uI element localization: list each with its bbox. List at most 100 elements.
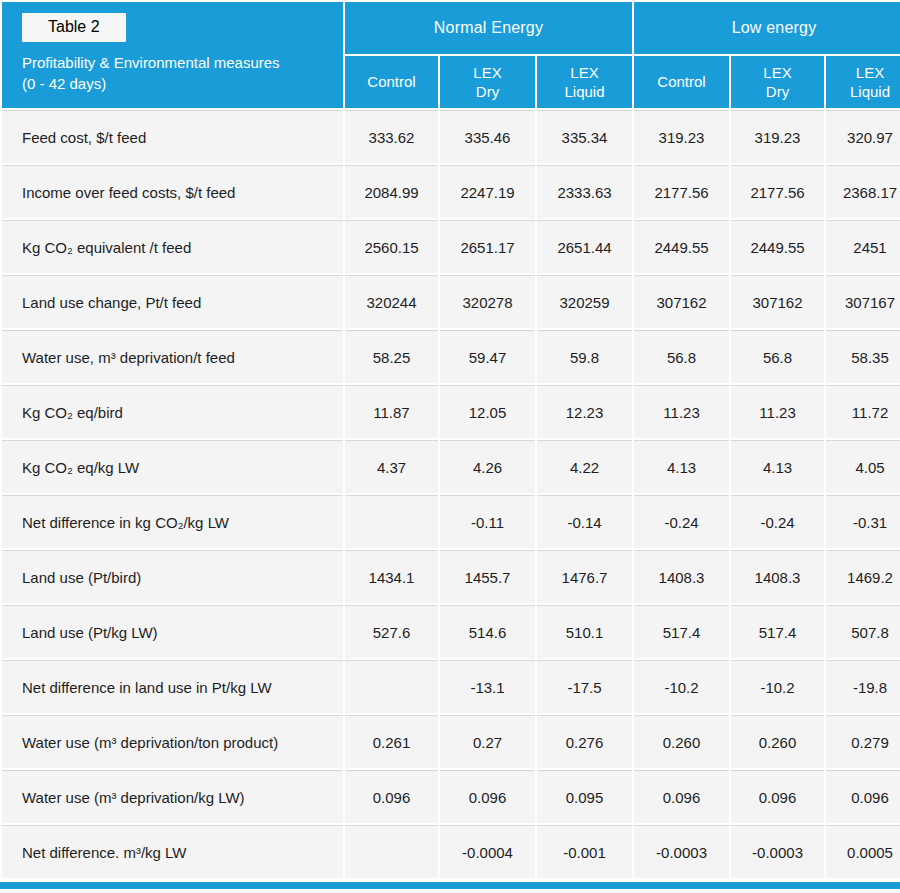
table-row: Net difference. m³/kg LW -0.0004 -0.001 … <box>2 825 900 878</box>
value-cell: 0.27 <box>440 715 535 768</box>
value-cell: 0.260 <box>634 715 729 768</box>
value-cell: 1408.3 <box>634 550 729 603</box>
value-cell: 335.34 <box>537 110 632 163</box>
row-label: Net difference. m³/kg LW <box>2 825 343 878</box>
value-cell: 319.23 <box>634 110 729 163</box>
table-row: Feed cost, $/t feed 333.62 335.46 335.34… <box>2 110 900 163</box>
value-cell: 58.25 <box>345 330 438 383</box>
value-cell: 59.47 <box>440 330 535 383</box>
row-label: Water use (m³ deprivation/kg LW) <box>2 770 343 823</box>
value-cell: 1408.3 <box>731 550 824 603</box>
column-header-low-lex-dry: LEX Dry <box>731 56 824 108</box>
table-row: Land use (Pt/bird) 1434.1 1455.7 1476.7 … <box>2 550 900 603</box>
value-cell: 307167 <box>826 275 900 328</box>
value-cell: 2177.56 <box>634 165 729 218</box>
value-cell: 56.8 <box>731 330 824 383</box>
value-cell <box>345 825 438 878</box>
value-cell: 2333.63 <box>537 165 632 218</box>
value-cell: 4.37 <box>345 440 438 493</box>
row-label: Income over feed costs, $/t feed <box>2 165 343 218</box>
group-header-low-energy: Low energy <box>634 2 900 54</box>
row-label: Kg CO₂ equivalent /t feed <box>2 220 343 273</box>
table-row: Kg CO₂ eq/kg LW 4.37 4.26 4.22 4.13 4.13… <box>2 440 900 493</box>
value-cell: 2368.17 <box>826 165 900 218</box>
value-cell: 510.1 <box>537 605 632 658</box>
value-cell: 320278 <box>440 275 535 328</box>
value-cell: 507.8 <box>826 605 900 658</box>
value-cell: 12.23 <box>537 385 632 438</box>
value-cell: 2651.44 <box>537 220 632 273</box>
value-cell: 0.260 <box>731 715 824 768</box>
value-cell: -13.1 <box>440 660 535 713</box>
value-cell: 2449.55 <box>634 220 729 273</box>
table-row: Kg CO₂ eq/bird 11.87 12.05 12.23 11.23 1… <box>2 385 900 438</box>
value-cell: -0.14 <box>537 495 632 548</box>
value-cell: 56.8 <box>634 330 729 383</box>
value-cell: 58.35 <box>826 330 900 383</box>
bottom-accent-bar <box>0 882 900 889</box>
row-label: Kg CO₂ eq/kg LW <box>2 440 343 493</box>
value-cell: 4.05 <box>826 440 900 493</box>
row-label: Kg CO₂ eq/bird <box>2 385 343 438</box>
table-row: Land use change, Pt/t feed 320244 320278… <box>2 275 900 328</box>
value-cell: -19.8 <box>826 660 900 713</box>
value-cell: 1434.1 <box>345 550 438 603</box>
value-cell: 0.095 <box>537 770 632 823</box>
group-header-normal-energy: Normal Energy <box>345 2 632 54</box>
table-row: Kg CO₂ equivalent /t feed 2560.15 2651.1… <box>2 220 900 273</box>
value-cell: 320.97 <box>826 110 900 163</box>
table-title: Profitability & Environmental measures (… <box>22 52 280 94</box>
value-cell: 11.72 <box>826 385 900 438</box>
data-table: Table 2 Profitability & Environmental me… <box>0 0 900 880</box>
value-cell: 2247.19 <box>440 165 535 218</box>
value-cell: 1476.7 <box>537 550 632 603</box>
value-cell: -17.5 <box>537 660 632 713</box>
column-header-normal-control: Control <box>345 56 438 108</box>
row-label: Water use, m³ deprivation/t feed <box>2 330 343 383</box>
value-cell: 2451 <box>826 220 900 273</box>
value-cell: 2177.56 <box>731 165 824 218</box>
value-cell: -0.11 <box>440 495 535 548</box>
value-cell: -0.31 <box>826 495 900 548</box>
value-cell: 11.87 <box>345 385 438 438</box>
table-row: Water use, m³ deprivation/t feed 58.25 5… <box>2 330 900 383</box>
value-cell: 0.0005 <box>826 825 900 878</box>
group-header-row: Table 2 Profitability & Environmental me… <box>2 2 900 54</box>
value-cell: 514.6 <box>440 605 535 658</box>
table-row: Water use (m³ deprivation/ton product) 0… <box>2 715 900 768</box>
value-cell: 0.276 <box>537 715 632 768</box>
value-cell: 517.4 <box>634 605 729 658</box>
value-cell: 11.23 <box>634 385 729 438</box>
table-figure: Table 2 Profitability & Environmental me… <box>0 0 900 893</box>
value-cell: 527.6 <box>345 605 438 658</box>
value-cell: 307162 <box>634 275 729 328</box>
value-cell: 1469.2 <box>826 550 900 603</box>
value-cell: 517.4 <box>731 605 824 658</box>
value-cell: 11.23 <box>731 385 824 438</box>
value-cell: 2560.15 <box>345 220 438 273</box>
value-cell: 59.8 <box>537 330 632 383</box>
value-cell <box>345 495 438 548</box>
value-cell: 4.13 <box>731 440 824 493</box>
value-cell: -0.24 <box>634 495 729 548</box>
value-cell: 320244 <box>345 275 438 328</box>
table-row: Water use (m³ deprivation/kg LW) 0.096 0… <box>2 770 900 823</box>
row-label: Land use (Pt/kg LW) <box>2 605 343 658</box>
value-cell: -0.0003 <box>731 825 824 878</box>
row-label: Water use (m³ deprivation/ton product) <box>2 715 343 768</box>
value-cell: 2449.55 <box>731 220 824 273</box>
value-cell: 0.096 <box>440 770 535 823</box>
value-cell: 0.096 <box>826 770 900 823</box>
row-label: Net difference in kg CO₂/kg LW <box>2 495 343 548</box>
column-header-low-control: Control <box>634 56 729 108</box>
value-cell: 2084.99 <box>345 165 438 218</box>
value-cell: 320259 <box>537 275 632 328</box>
value-cell: 0.261 <box>345 715 438 768</box>
value-cell: 319.23 <box>731 110 824 163</box>
column-header-normal-lex-liquid: LEX Liquid <box>537 56 632 108</box>
value-cell: 0.096 <box>634 770 729 823</box>
row-label: Land use change, Pt/t feed <box>2 275 343 328</box>
table-row: Net difference in kg CO₂/kg LW -0.11 -0.… <box>2 495 900 548</box>
value-cell: 0.279 <box>826 715 900 768</box>
value-cell: -10.2 <box>634 660 729 713</box>
